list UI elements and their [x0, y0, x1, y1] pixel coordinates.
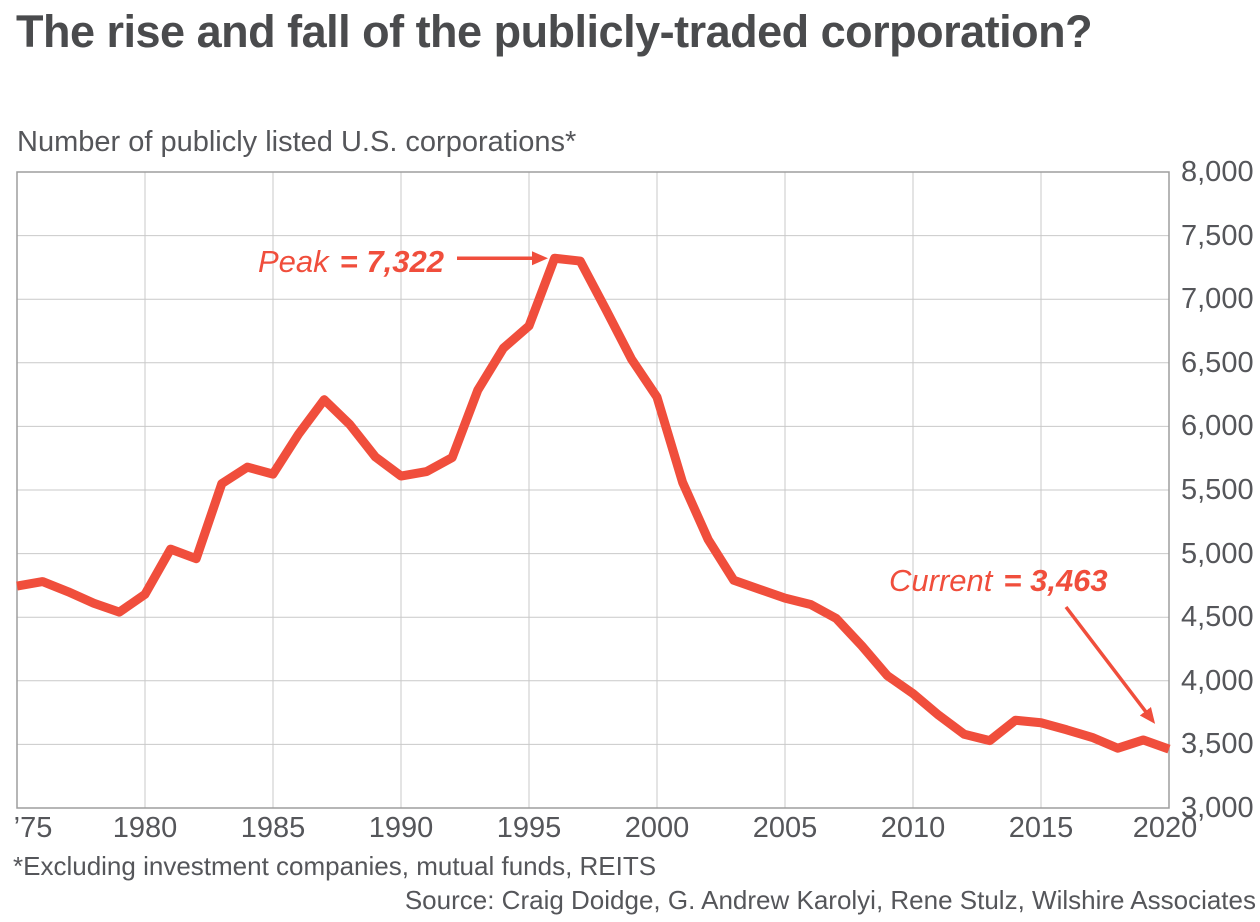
current-arrow	[1064, 605, 1156, 724]
x-axis-tick-label: 1995	[496, 812, 562, 844]
y-axis-tick-label: 3,000	[1181, 792, 1254, 824]
x-axis-tick-label: 2010	[880, 812, 946, 844]
data-line	[16, 253, 1171, 754]
y-axis-tick-label: 3,500	[1181, 728, 1254, 761]
current-annotation: Current = 3,463	[889, 563, 1108, 599]
y-axis-tick-label: 4,500	[1181, 601, 1254, 634]
peak-annotation: Peak = 7,322	[258, 244, 444, 280]
current-annotation-value: = 3,463	[1003, 563, 1108, 598]
x-axis-tick-label: 2005	[752, 812, 818, 844]
peak-annotation-value: = 7,322	[339, 244, 444, 279]
x-axis-tick-label: 2000	[624, 812, 690, 844]
y-axis-tick-label: 4,000	[1181, 664, 1254, 697]
footnote: *Excluding investment companies, mutual …	[13, 851, 657, 881]
current-annotation-label: Current	[889, 563, 993, 598]
x-axis-tick-label: 2020	[1132, 812, 1198, 844]
y-axis-tick-label: 6,000	[1181, 410, 1254, 443]
y-axis-tick-label: 8,000	[1181, 156, 1254, 188]
source-credit: Source: Craig Doidge, G. Andrew Karolyi,…	[404, 885, 1256, 915]
y-axis-tick-label: 6,500	[1181, 346, 1254, 379]
plot-border	[16, 171, 1170, 809]
y-axis-tick-label: 7,500	[1181, 219, 1254, 252]
x-axis-tick-label: 2015	[1008, 812, 1074, 844]
x-axis-tick-label: ’75	[13, 812, 53, 844]
x-axis-tick-label: 1985	[240, 812, 306, 844]
x-axis-tick-label: 1980	[112, 812, 178, 844]
y-axis-tick-label: 7,000	[1181, 283, 1254, 316]
chart-subtitle: Number of publicly listed U.S. corporati…	[17, 126, 577, 158]
y-axis-tick-label: 5,500	[1181, 474, 1254, 506]
y-axis-tick-label: 5,000	[1181, 537, 1254, 570]
page-title: The rise and fall of the publicly-traded…	[16, 6, 1093, 57]
peak-annotation-label: Peak	[258, 244, 329, 279]
x-axis-tick-label: 1990	[368, 812, 434, 844]
